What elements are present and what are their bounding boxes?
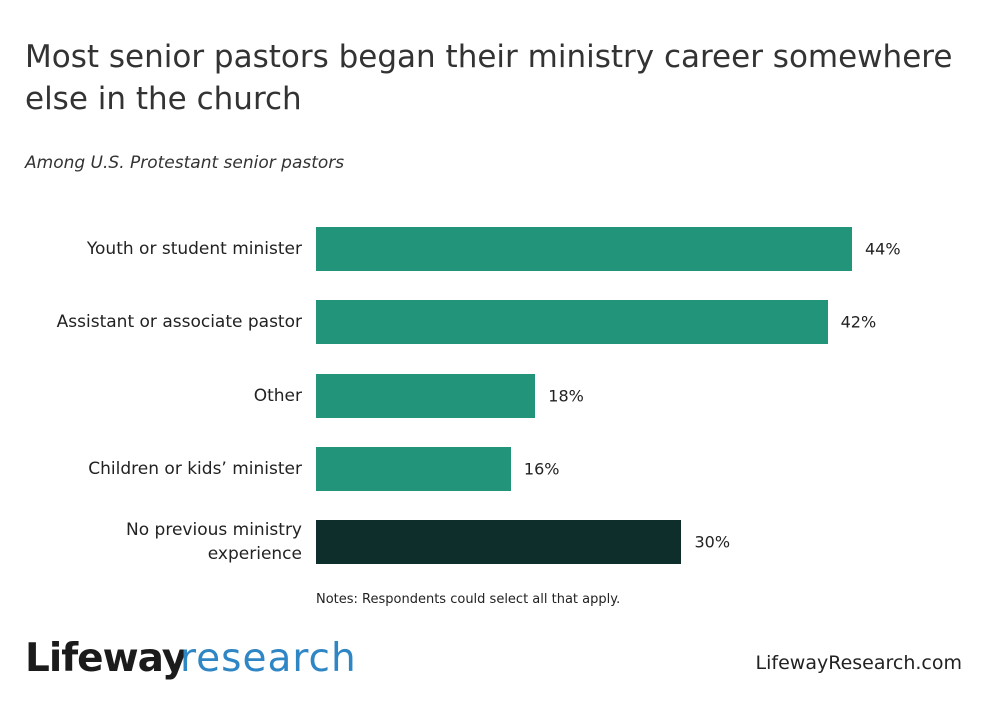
brand: Lifeway [25,636,187,681]
category-label: No previous ministry experience [126,520,302,565]
category-label: Other [253,385,302,406]
chart-subtitle: Among U.S. Protestant senior pastors [25,153,345,173]
bar [316,373,536,418]
value-label: 42% [840,312,877,332]
category-label: Youth or student minister [86,239,302,259]
bar [316,520,682,565]
value-label: 18% [548,386,584,406]
category-label: Assistant or associate pastor [56,312,302,333]
bar [316,446,511,491]
brand-suffix: research [180,636,357,681]
url: LifewayResearch.com [755,652,962,674]
value-label: 16% [523,459,560,479]
bar [316,227,852,271]
category-label: Children or kids’ minister [88,458,302,479]
note: Notes: Respondents could select all that… [316,592,621,607]
bar [316,300,828,345]
value-label: 44% [865,239,901,259]
chart-title: Most senior pastors began their ministry… [25,39,953,117]
value-label: 30% [694,532,731,552]
